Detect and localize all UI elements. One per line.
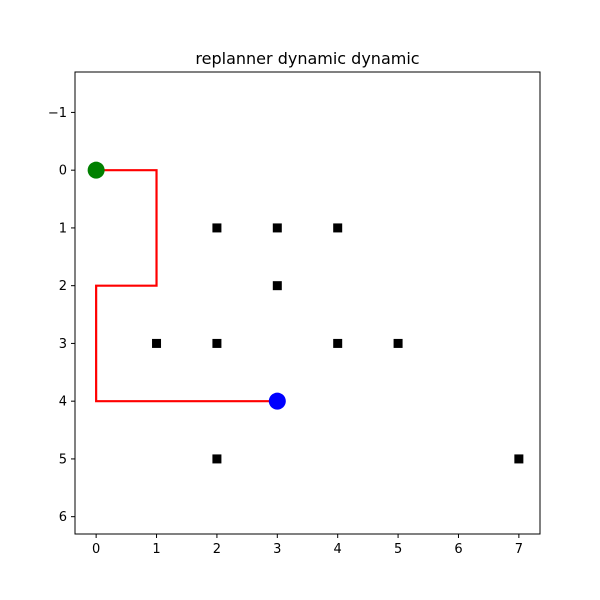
obstacle-marker-8 xyxy=(212,454,222,464)
x-tick-label-0: 0 xyxy=(92,542,100,557)
goal-marker xyxy=(268,392,286,410)
x-tick-label-4: 4 xyxy=(334,542,342,557)
path-line xyxy=(95,169,278,403)
obstacle-marker-4 xyxy=(152,338,162,348)
obstacle-marker-3 xyxy=(272,281,282,291)
obstacle-marker-7 xyxy=(393,338,403,348)
obstacle-marker-5 xyxy=(212,338,222,348)
plot-marks xyxy=(87,161,524,464)
x-tick-label-6: 6 xyxy=(454,542,462,557)
y-axis: −1 0 1 2 3 4 5 6 xyxy=(48,106,75,525)
y-tick-label-5: 4 xyxy=(59,395,67,410)
y-tick-label-7: 6 xyxy=(59,510,67,525)
y-tick-label-3: 2 xyxy=(59,279,67,294)
y-tick-label-4: 3 xyxy=(59,337,67,352)
obstacle-marker-2 xyxy=(333,223,343,233)
x-tick-label-2: 2 xyxy=(213,542,221,557)
x-tick-label-3: 3 xyxy=(273,542,281,557)
obstacle-marker-9 xyxy=(514,454,524,464)
x-tick-label-7: 7 xyxy=(515,542,523,557)
x-axis: 0 1 2 3 4 5 6 7 xyxy=(92,534,523,557)
x-tick-label-1: 1 xyxy=(152,542,160,557)
y-tick-label-6: 5 xyxy=(59,452,67,467)
x-tick-label-5: 5 xyxy=(394,542,402,557)
obstacle-marker-1 xyxy=(272,223,282,233)
y-tick-label-2: 1 xyxy=(59,221,67,236)
plot-frame xyxy=(74,71,541,535)
y-tick-label-1: 0 xyxy=(59,164,67,179)
start-marker xyxy=(87,161,105,179)
obstacle-marker-0 xyxy=(212,223,222,233)
chart-title: replanner dynamic dynamic xyxy=(195,49,419,68)
y-tick-label-0: −1 xyxy=(48,106,67,121)
obstacle-marker-6 xyxy=(333,338,343,348)
